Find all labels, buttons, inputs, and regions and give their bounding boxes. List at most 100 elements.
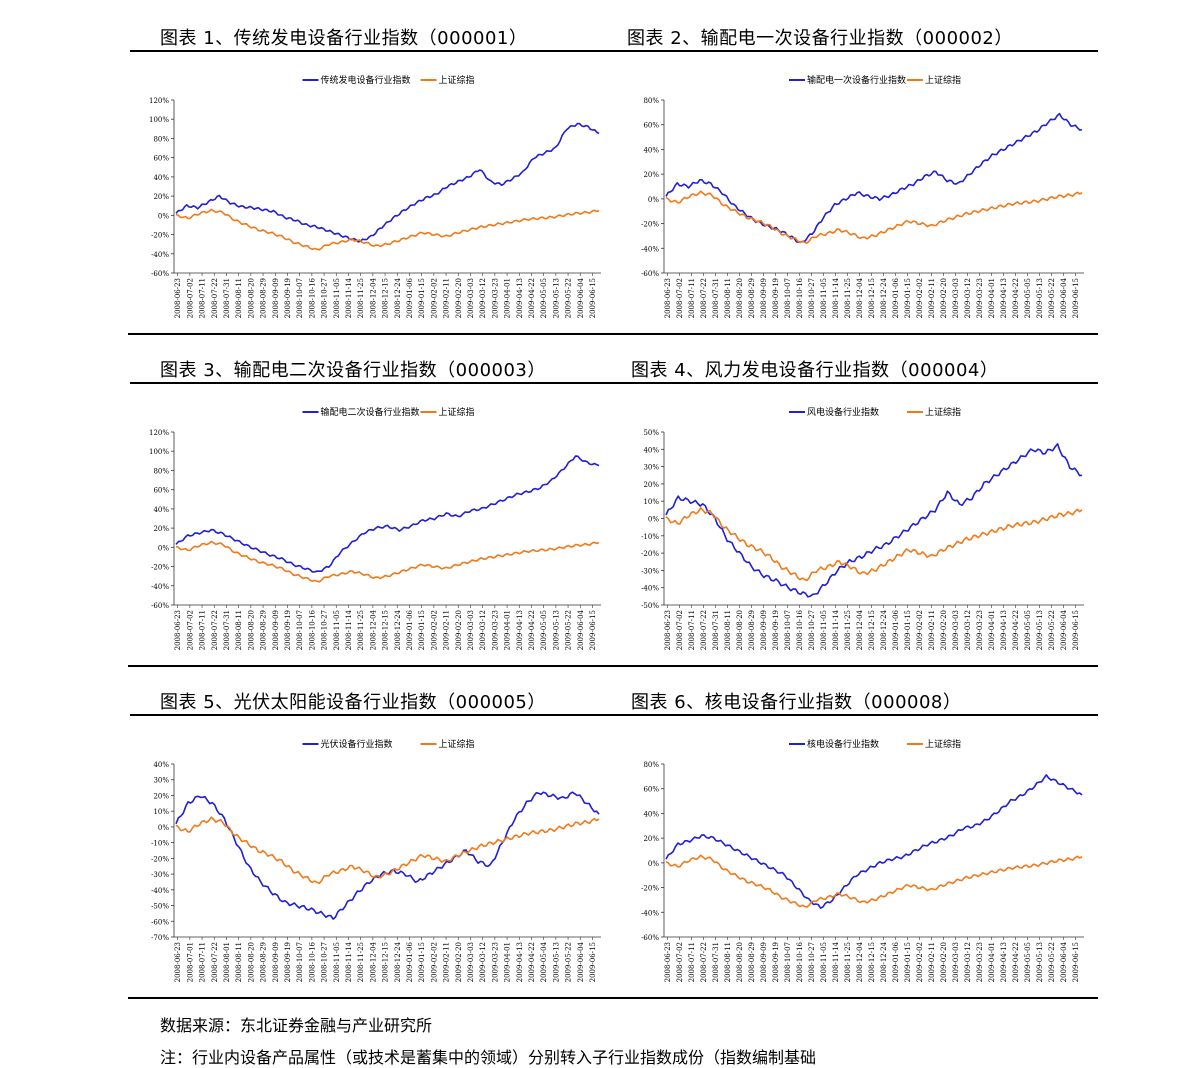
x-tick-label: 2009-04-13 — [516, 942, 524, 982]
x-tick-label: 2008-09-19 — [284, 942, 292, 982]
x-tick-label: 2009-03-03 — [952, 610, 960, 650]
x-tick-label: 2009-06-04 — [1060, 277, 1068, 318]
x-tick-label: 2008-07-01 — [186, 942, 194, 982]
x-tick-label: 2008-08-20 — [736, 942, 744, 982]
x-tick-label: 2009-04-01 — [504, 942, 512, 982]
x-tick-label: 2008-07-11 — [199, 610, 207, 650]
x-tick-label: 2008-09-09 — [272, 610, 280, 650]
chart-2-title: 图表 2、输配电一次设备行业指数（000002） — [627, 28, 1013, 49]
legend: 风电设备行业指数 上证综指 — [789, 406, 961, 418]
x-tick-label: 2009-05-04 — [540, 941, 548, 982]
y-tick-label: -10% — [641, 533, 659, 541]
series-line-shanghai-composite — [175, 540, 600, 583]
x-tick-label: 2009-04-13 — [516, 610, 524, 650]
y-tick-label: 40% — [153, 506, 169, 514]
x-tick-label: 2009-04-22 — [1012, 278, 1020, 318]
x-tick-label: 2008-09-19 — [284, 610, 292, 650]
x-tick-label: 2008-10-27 — [321, 942, 329, 982]
chart-1-title: 图表 1、传统发电设备行业指数（000001） — [160, 28, 528, 49]
chart-4-title: 图表 4、风力发电设备行业指数（000004） — [631, 360, 999, 381]
x-tick-label: 2009-02-02 — [916, 610, 924, 650]
x-tick-label: 2009-02-20 — [455, 610, 463, 650]
x-tick-label: 2008-07-31 — [223, 610, 231, 650]
x-tick-label: 2008-11-25 — [357, 278, 365, 318]
y-tick-label: -60% — [151, 270, 169, 278]
x-tick-label: 2008-11-14 — [345, 609, 353, 650]
x-tick-label: 2009-03-23 — [976, 278, 984, 318]
x-tick-label: 2008-06-23 — [664, 610, 672, 650]
y-tick-label: 0% — [648, 196, 659, 204]
chart-5-title: 图表 5、光伏太阳能设备行业指数（000005） — [160, 692, 546, 713]
x-tick-label: 2009-06-15 — [589, 942, 597, 982]
chart-6: 核电设备行业指数 上证综指 -60% -40% -20% 0% 20% 40% 60% 80% 20… — [641, 738, 1084, 982]
x-tick-label: 2009-05-22 — [565, 942, 573, 982]
y-tick-label: -40% — [641, 585, 659, 593]
x-tick-label: 2009-03-03 — [952, 942, 960, 982]
y-tick-label: 20% — [643, 171, 659, 179]
y-tick-label: -60% — [641, 270, 659, 278]
x-tick-label: 2008-10-07 — [784, 942, 792, 982]
x-tick-label: 2009-04-01 — [504, 278, 512, 318]
chart-2: 输配电一次设备行业指数 上证综指 -60% -40% -20% 0% 20% 40% 60% 80… — [641, 74, 1084, 318]
x-tick-label: 2008-08-20 — [247, 942, 255, 982]
y-tick-label: 20% — [153, 792, 169, 800]
y-tick-label: 0% — [648, 860, 659, 868]
x-tick-label: 2009-05-05 — [540, 278, 548, 318]
x-tick-label: 2008-10-07 — [296, 610, 304, 650]
x-tick-label: 2009-01-06 — [406, 941, 414, 982]
x-tick-label: 2009-01-06 — [892, 609, 900, 650]
x-tick-label: 2008-07-31 — [712, 942, 720, 982]
x-tick-label: 2009-05-05 — [1024, 278, 1032, 318]
x-tick-label: 2009-04-01 — [988, 942, 996, 982]
series-line-shanghai-composite — [175, 208, 600, 251]
x-tick-label: 2008-11-14 — [345, 941, 353, 982]
x-tick-label: 2009-03-23 — [491, 610, 499, 650]
x-tick-label: 2008-06-23 — [664, 942, 672, 982]
x-tick-label: 2008-12-15 — [868, 278, 876, 318]
x-tick-label: 2008-08-29 — [260, 942, 268, 982]
x-tick-label: 2009-02-02 — [916, 942, 924, 982]
x-tick-label: 2009-05-13 — [1036, 278, 1044, 318]
x-tick-label: 2008-08-20 — [247, 278, 255, 318]
chart-1: 传统发电设备行业指数 上证综指 -60% -40% -20% 0% 20% 40% 60% 80%… — [149, 74, 601, 318]
y-tick-label: 40% — [153, 174, 169, 182]
series-line-sector-index — [665, 112, 1083, 243]
y-tick-label: 40% — [153, 761, 169, 769]
x-tick-label: 2008-07-11 — [199, 278, 207, 318]
y-tick-label: 100% — [149, 116, 169, 124]
legend-entry: 上证综指 — [925, 406, 961, 418]
y-tick-label: -20% — [641, 550, 659, 558]
x-tick-label: 2009-05-13 — [1036, 610, 1044, 650]
x-tick-label: 2009-03-03 — [952, 278, 960, 318]
x-tick-label: 2009-04-13 — [516, 278, 524, 318]
legend-entry: 上证综指 — [925, 738, 961, 750]
x-tick-label: 2008-09-09 — [760, 610, 768, 650]
x-tick-label: 2008-07-31 — [712, 278, 720, 318]
x-tick-label: 2009-03-12 — [964, 278, 972, 318]
y-tick-label: 80% — [643, 97, 659, 105]
x-tick-label: 2009-03-23 — [491, 278, 499, 318]
x-tick-label: 2009-02-02 — [430, 278, 438, 318]
x-tick-label: 2009-03-12 — [964, 942, 972, 982]
x-tick-label: 2009-06-04 — [577, 277, 585, 318]
x-tick-label: 2008-12-15 — [382, 278, 390, 318]
y-tick-label: 0% — [158, 212, 169, 220]
x-tick-label: 2009-01-15 — [418, 942, 426, 982]
y-tick-label: -40% — [151, 251, 169, 259]
x-tick-label: 2008-07-11 — [199, 942, 207, 982]
footer-rule-2 — [128, 665, 1098, 667]
x-tick-label: 2008-08-11 — [235, 942, 243, 982]
x-tick-label: 2009-06-04 — [1060, 941, 1068, 982]
x-tick-label: 2008-09-19 — [772, 942, 780, 982]
x-tick-label: 2009-04-01 — [504, 610, 512, 650]
legend: 输配电一次设备行业指数 上证综指 — [789, 74, 961, 86]
x-tick-label: 2009-01-06 — [406, 609, 414, 650]
x-tick-label: 2009-02-11 — [928, 610, 936, 650]
x-tick-label: 2008-08-29 — [260, 278, 268, 318]
x-tick-label: 2008-10-27 — [808, 278, 816, 318]
x-tick-label: 2009-01-06 — [892, 941, 900, 982]
x-tick-label: 2008-10-07 — [296, 942, 304, 982]
legend-entry: 核电设备行业指数 — [807, 738, 879, 750]
chart-5: 光伏设备行业指数 上证综指 -70% -60% -50% -40% -30% -20% -10%… — [151, 738, 601, 982]
x-tick-label: 2008-06-23 — [174, 278, 182, 318]
